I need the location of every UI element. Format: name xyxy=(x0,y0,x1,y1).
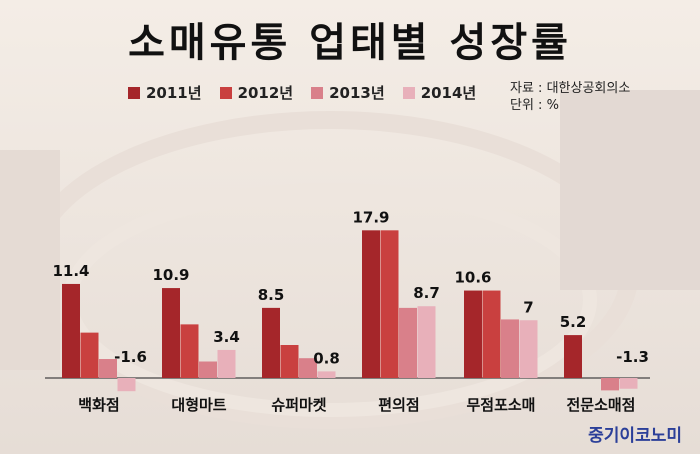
unit-line: 단위 : % xyxy=(510,98,559,113)
bar-무점포소매-2011년 xyxy=(464,290,482,378)
bar-백화점-2011년 xyxy=(62,283,80,378)
legend-swatch-2012 xyxy=(219,86,232,99)
data-label-슈퍼마켓-2011년: 8.5 xyxy=(258,286,285,304)
legend-item-2014: 2014년 xyxy=(402,82,477,103)
category-label-백화점: 백화점 xyxy=(78,396,119,414)
bar-대형마트-2011년 xyxy=(162,288,180,378)
bar-무점포소매-2013년 xyxy=(501,319,519,378)
bar-편의점-2014년 xyxy=(417,306,436,378)
bar-슈퍼마켓-2014년 xyxy=(317,371,336,378)
bar-슈퍼마켓-2013년 xyxy=(299,358,317,378)
bar-백화점-2012년 xyxy=(80,332,99,378)
bar-대형마트-2013년 xyxy=(199,361,217,378)
source-line: 자료 : 대한상공회의소 xyxy=(510,81,631,96)
category-label-슈퍼마켓: 슈퍼마켓 xyxy=(271,396,326,414)
legend-swatch-2013 xyxy=(311,86,324,99)
data-label-슈퍼마켓-2014년: 0.8 xyxy=(313,349,340,367)
category-label-대형마트: 대형마트 xyxy=(171,396,226,414)
bar-편의점-2013년 xyxy=(399,307,417,378)
bar-대형마트-2012년 xyxy=(180,324,199,378)
legend-label-2012: 2012년 xyxy=(237,84,294,102)
category-label-무점포소매: 무점포소매 xyxy=(466,396,535,414)
data-label-전문소매점-2014년: -1.3 xyxy=(616,348,649,366)
legend-label-2014: 2014년 xyxy=(420,84,477,102)
chart-title: 소매유통 업태별 성장률 xyxy=(128,20,572,66)
data-label-무점포소매-2014년: 7 xyxy=(523,298,533,316)
category-label-전문소매점: 전문소매점 xyxy=(566,396,635,414)
publisher-logo: 중기이코노미 xyxy=(588,426,682,446)
category-label-편의점: 편의점 xyxy=(378,396,419,414)
source-note: 자료 : 대한상공회의소 단위 : % xyxy=(510,80,630,114)
legend-item-2011: 2011년 xyxy=(128,82,202,103)
bar-무점포소매-2012년 xyxy=(482,290,501,378)
bar-전문소매점-2014년 xyxy=(619,378,638,389)
data-label-대형마트-2011년: 10.9 xyxy=(152,266,189,284)
legend-label-2011: 2011년 xyxy=(146,84,202,102)
data-label-편의점-2011년: 17.9 xyxy=(352,208,389,226)
bar-백화점-2014년 xyxy=(117,378,136,392)
data-label-무점포소매-2011년: 10.6 xyxy=(454,269,491,287)
bar-전문소매점-2011년 xyxy=(564,335,582,378)
legend-label-2013: 2013년 xyxy=(329,84,385,102)
legend: 2011년 2012년 2013년 2014년 xyxy=(128,82,476,103)
bar-슈퍼마켓-2011년 xyxy=(262,307,280,378)
data-label-백화점-2011년: 11.4 xyxy=(52,262,89,280)
bar-전문소매점-2013년 xyxy=(601,378,619,391)
legend-swatch-2014 xyxy=(402,86,415,99)
legend-swatch-2011 xyxy=(128,86,140,99)
data-label-전문소매점-2011년: 5.2 xyxy=(560,313,587,331)
bar-대형마트-2014년 xyxy=(217,349,236,378)
bar-편의점-2012년 xyxy=(380,230,399,378)
bar-슈퍼마켓-2012년 xyxy=(280,345,299,378)
bar-백화점-2013년 xyxy=(99,359,117,378)
bar-무점포소매-2014년 xyxy=(519,320,538,378)
bar-편의점-2011년 xyxy=(362,230,380,378)
data-label-백화점-2014년: -1.6 xyxy=(114,348,147,366)
data-label-대형마트-2014년: 3.4 xyxy=(213,328,240,346)
legend-item-2012: 2012년 xyxy=(219,82,294,103)
data-label-편의점-2014년: 8.7 xyxy=(413,284,440,302)
legend-item-2013: 2013년 xyxy=(311,82,385,103)
